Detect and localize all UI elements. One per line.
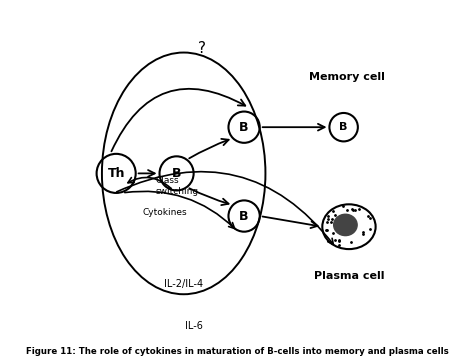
Text: B: B [172, 167, 182, 180]
Text: B: B [239, 209, 249, 222]
Text: IL-2/IL-4: IL-2/IL-4 [164, 279, 203, 288]
Text: Figure 11: The role of cytokines in maturation of B-cells into memory and plasma: Figure 11: The role of cytokines in matu… [26, 347, 448, 356]
Text: Class
switching: Class switching [155, 176, 199, 196]
Text: Th: Th [108, 167, 125, 180]
Text: B: B [239, 121, 249, 134]
Text: Memory cell: Memory cell [309, 73, 385, 82]
Text: Cytokines: Cytokines [143, 208, 187, 217]
Text: IL-6: IL-6 [185, 321, 203, 331]
Ellipse shape [334, 214, 357, 236]
Text: B: B [339, 122, 348, 132]
Text: Plasma cell: Plasma cell [314, 271, 384, 282]
Ellipse shape [322, 204, 375, 249]
Text: ?: ? [198, 42, 205, 56]
